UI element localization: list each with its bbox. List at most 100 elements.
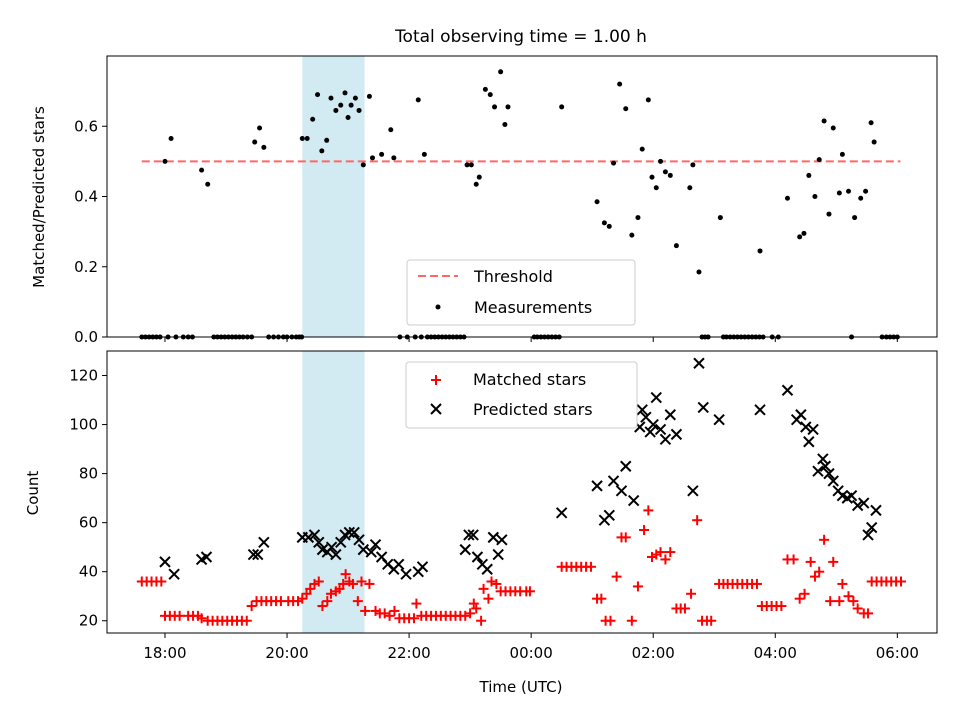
measurement-point — [352, 95, 358, 101]
predicted-star-point — [353, 534, 365, 546]
predicted-x-b — [640, 411, 652, 423]
predicted-star-point — [467, 529, 479, 541]
predicted-x-b — [754, 404, 766, 416]
measurement-point — [812, 194, 818, 199]
ratio-subplot: Total observing time = 1.00 h 0.00.20.40… — [30, 27, 938, 346]
measurement-point — [826, 211, 832, 217]
predicted-star-point — [492, 548, 504, 561]
predicted-x-b — [496, 534, 508, 546]
count-y-tick-label: 40 — [79, 563, 98, 581]
legend-measurements-label: Measurements — [474, 298, 592, 317]
count-y-ticks: 20 40 60 80 100 120 — [69, 367, 107, 630]
predicted-x-b — [325, 541, 338, 553]
measurement-point — [868, 120, 874, 126]
predicted-x-b — [870, 504, 882, 517]
predicted-x-b — [467, 529, 479, 541]
measurement-point — [601, 220, 607, 226]
measurement-point — [468, 162, 474, 168]
matched-star-point — [692, 515, 703, 526]
count-plot-frame — [106, 350, 938, 634]
matched-star-point — [814, 566, 825, 577]
predicted-x-b — [858, 497, 870, 509]
matched-star-point — [408, 613, 419, 624]
measurement-point — [784, 195, 790, 201]
matched-star-point — [352, 596, 363, 607]
matched-star-point — [196, 613, 207, 624]
count-points — [136, 357, 906, 626]
measurement-point — [662, 169, 668, 175]
matched-star-point — [471, 603, 482, 614]
predicted-star-point — [463, 529, 475, 541]
count-legend: Matched stars Predicted stars — [405, 361, 638, 429]
measurement-point — [498, 69, 504, 75]
predicted-star-point — [481, 563, 493, 575]
predicted-star-point — [313, 536, 325, 548]
matched-star-point — [596, 593, 607, 604]
ratio-legend-box — [406, 259, 636, 326]
measurement-point — [252, 139, 258, 145]
predicted-x-b — [258, 536, 270, 548]
predicted-star-point — [496, 534, 508, 546]
predicted-x-b — [492, 548, 504, 561]
measurement-point — [304, 136, 310, 142]
ratio-x-ticks — [164, 337, 898, 342]
predicted-x-b — [627, 494, 640, 507]
predicted-star-point — [670, 428, 683, 441]
predicted-x-b — [348, 526, 360, 539]
predicted-x-b — [343, 526, 355, 539]
predicted-star-point — [258, 536, 270, 548]
matched-star-point — [828, 556, 839, 567]
predicted-star-point — [365, 546, 377, 558]
predicted-x-b — [865, 521, 878, 534]
legend-measurements-swatch — [435, 304, 441, 310]
predicted-star-point — [654, 423, 667, 436]
predicted-star-point — [620, 460, 632, 472]
x-axis-label: Time (UTC) — [479, 678, 563, 696]
predicted-x-b — [416, 561, 429, 573]
matched-star-point — [805, 556, 816, 567]
count-y-axis-label: Count — [24, 471, 42, 516]
measurement-point — [168, 136, 174, 142]
predicted-x-b — [365, 546, 377, 558]
measurement-point — [476, 174, 482, 180]
predicted-x-b — [851, 499, 864, 512]
matched-star-point — [848, 596, 859, 607]
ratio-y-tick-label: 0.6 — [74, 117, 98, 135]
measurement-point — [162, 158, 168, 164]
predicted-star-point — [200, 551, 213, 563]
measurement-point — [617, 81, 623, 87]
predicted-star-point — [687, 485, 699, 497]
predicted-x-b — [335, 536, 347, 548]
predicted-x-b — [353, 534, 365, 546]
matched-star-point — [794, 593, 805, 604]
predicted-x-b — [471, 551, 484, 563]
matched-star-point — [643, 505, 654, 516]
measurement-point — [757, 248, 763, 254]
predicted-star-point — [845, 489, 858, 502]
matched-star-point — [639, 525, 650, 536]
matched-star-point — [632, 581, 643, 592]
matched-star-point — [389, 605, 400, 616]
count-y-tick-label: 80 — [79, 465, 98, 483]
predicted-x-b — [168, 568, 180, 580]
predicted-x-b — [591, 480, 603, 492]
predicted-star-point — [416, 561, 429, 573]
predicted-star-point — [302, 531, 315, 544]
measurement-point — [594, 199, 600, 205]
predicted-star-point — [870, 504, 882, 517]
count-subplot: 20 40 60 80 100 120 18:00 20:00 22:00 00:00 02:00… — [24, 350, 938, 696]
matched-star-point — [626, 615, 637, 626]
matched-star-point — [799, 588, 810, 599]
measurement-point — [797, 234, 803, 240]
measurement-point — [315, 92, 321, 98]
matched-star-point — [384, 610, 395, 621]
predicted-star-point — [781, 384, 794, 396]
matched-star-point — [585, 561, 596, 572]
predicted-star-point — [603, 509, 615, 522]
predicted-x-b — [647, 418, 659, 431]
measurement-point — [836, 190, 842, 196]
measurement-point — [830, 125, 836, 131]
count-x-tick-label: 00:00 — [510, 644, 553, 662]
predicted-x-b — [330, 548, 342, 561]
measurement-point — [690, 162, 696, 168]
